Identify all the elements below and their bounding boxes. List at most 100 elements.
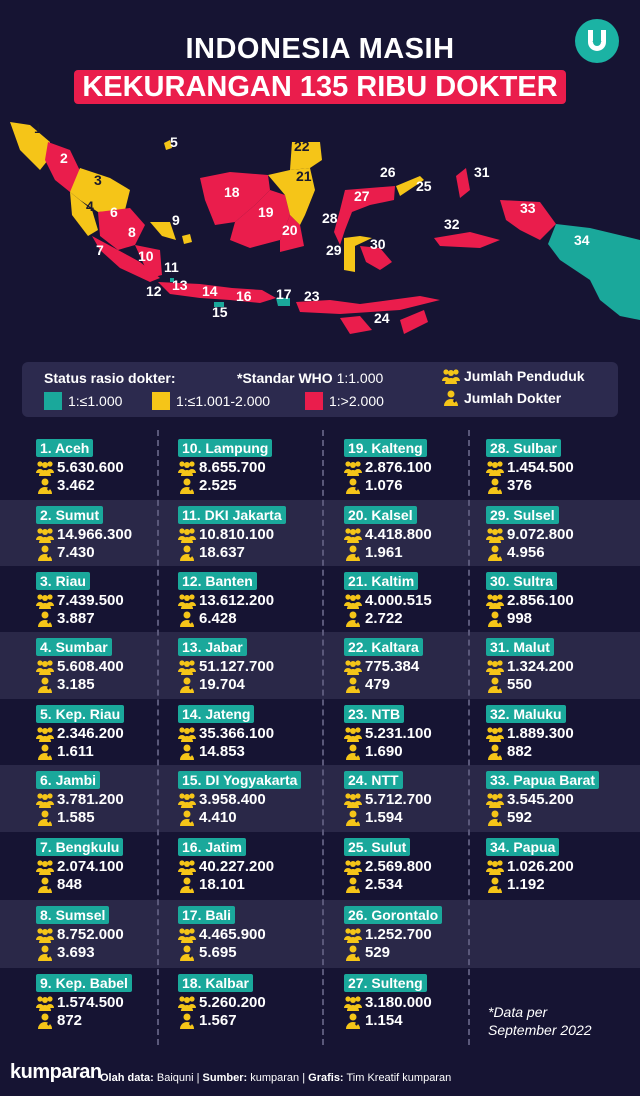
doctors-value: 7.430 <box>57 544 95 561</box>
who-standard-label: *Standar WHO <box>237 370 333 386</box>
population-stat: 1.324.200 <box>486 658 574 675</box>
map-label-16: 16 <box>236 288 252 304</box>
doctors-value: 376 <box>507 477 533 494</box>
population-value: 3.958.400 <box>199 791 266 808</box>
map-label-6: 6 <box>110 204 118 220</box>
province-card: 9. Kep. Babel 1.574.500 872 <box>36 974 132 1029</box>
province-name: 5. Kep. Riau <box>36 705 125 723</box>
doctors-stat: 1.611 <box>36 743 124 760</box>
doctors-value: 6.428 <box>199 610 237 627</box>
doctors-value: 18.637 <box>199 544 245 561</box>
map-label-34: 34 <box>574 232 590 248</box>
province-card: 28. Sulbar 1.454.500 376 <box>486 439 574 494</box>
doctors-value: 550 <box>507 676 533 693</box>
footer: kumparan Olah data: Baiquni | Sumber: ku… <box>0 1050 640 1096</box>
doctors-value: 2.722 <box>365 610 403 627</box>
doctors-value: 3.185 <box>57 676 95 693</box>
population-stat: 35.366.100 <box>178 725 274 742</box>
population-group-icon <box>178 659 196 675</box>
doctor-icon <box>344 677 362 693</box>
population-stat: 2.569.800 <box>344 858 432 875</box>
population-group-icon <box>486 659 504 675</box>
doctors-stat: 1.567 <box>178 1012 266 1029</box>
population-value: 775.384 <box>365 658 420 675</box>
doctors-value: 4.956 <box>507 544 545 561</box>
credits: Olah data: Baiquni | Sumber: kumparan | … <box>100 1072 451 1084</box>
doctor-icon <box>36 945 54 961</box>
population-group-icon <box>36 792 54 808</box>
doctors-value: 4.410 <box>199 809 237 826</box>
population-stat: 5.630.600 <box>36 459 124 476</box>
sumber-value: kumparan <box>250 1072 300 1084</box>
population-group-icon <box>344 927 362 943</box>
doctors-stat: 3.462 <box>36 477 124 494</box>
map-label-26: 26 <box>380 164 396 180</box>
population-stat: 14.966.300 <box>36 526 132 543</box>
province-card: 10. Lampung 8.655.700 2.525 <box>178 439 273 494</box>
doctor-icon <box>344 945 362 961</box>
map-label-5: 5 <box>170 134 178 150</box>
doctors-stat: 19.704 <box>178 676 274 693</box>
population-value: 1.324.200 <box>507 658 574 675</box>
province-card: 26. Gorontalo 1.252.700 529 <box>344 906 443 961</box>
population-value: 1.026.200 <box>507 858 574 875</box>
map-label-22: 22 <box>294 138 310 154</box>
population-stat: 13.612.200 <box>178 592 274 609</box>
province-card: 24. NTT 5.712.700 1.594 <box>344 771 432 826</box>
doctors-value: 1.961 <box>365 544 403 561</box>
province-name: 15. DI Yogyakarta <box>178 771 302 789</box>
province-card: 23. NTB 5.231.100 1.690 <box>344 705 432 760</box>
province-card: 4. Sumbar 5.608.400 3.185 <box>36 638 124 693</box>
doctors-stat: 848 <box>36 876 124 893</box>
note-line-1: *Data per <box>488 1004 548 1020</box>
doctor-icon <box>178 545 196 561</box>
province-name: 26. Gorontalo <box>344 906 443 924</box>
doctors-stat: 5.695 <box>178 944 266 961</box>
table-row: 7. Bengkulu 2.074.100 848 16. Jatim 40.227.2… <box>0 832 640 900</box>
map-label-13: 13 <box>172 277 188 293</box>
doctors-value: 529 <box>365 944 391 961</box>
population-group-icon <box>486 527 504 543</box>
population-stat: 1.889.300 <box>486 725 574 742</box>
population-group-icon <box>36 927 54 943</box>
map-label-19: 19 <box>258 204 274 220</box>
doctor-icon <box>178 877 196 893</box>
population-value: 1.454.500 <box>507 459 574 476</box>
map-shapes <box>10 122 640 334</box>
province-card: 21. Kaltim 4.000.515 2.722 <box>344 572 432 627</box>
doctors-stat: 592 <box>486 809 599 826</box>
population-group-icon <box>178 792 196 808</box>
map-label-23: 23 <box>304 288 320 304</box>
population-group-icon <box>178 927 196 943</box>
province-name: 23. NTB <box>344 705 405 723</box>
map-label-9: 9 <box>172 212 180 228</box>
doctors-value: 14.853 <box>199 743 245 760</box>
population-value: 3.781.200 <box>57 791 124 808</box>
map-label-18: 18 <box>224 184 240 200</box>
doctors-stat: 550 <box>486 676 574 693</box>
population-stat: 1.454.500 <box>486 459 574 476</box>
province-card: 18. Kalbar 5.260.200 1.567 <box>178 974 266 1029</box>
population-value: 4.418.800 <box>365 526 432 543</box>
legend: Status rasio dokter: *Standar WHO 1:1.00… <box>22 362 618 417</box>
doctor-icon <box>486 877 504 893</box>
province-name: 2. Sumut <box>36 506 104 524</box>
legend-label-high: 1:>2.000 <box>329 393 384 409</box>
province-name: 7. Bengkulu <box>36 838 124 856</box>
population-value: 35.366.100 <box>199 725 275 742</box>
province-card: 1. Aceh 5.630.600 3.462 <box>36 439 124 494</box>
map-label-28: 28 <box>322 210 338 226</box>
map-label-29: 29 <box>326 242 342 258</box>
doctor-icon <box>178 478 196 494</box>
map-label-31: 31 <box>474 164 490 180</box>
doctor-icon <box>36 611 54 627</box>
indonesia-map: 1 2 3 4 5 6 7 8 9 10 11 12 13 14 15 16 17 18 19 20 21 22 23 24 2… <box>0 110 640 350</box>
province-card: 22. Kaltara 775.384 479 <box>344 638 423 693</box>
population-value: 4.000.515 <box>365 592 432 609</box>
population-stat: 7.439.500 <box>36 592 124 609</box>
population-group-icon <box>344 659 362 675</box>
province-name: 28. Sulbar <box>486 439 561 457</box>
separator: | <box>302 1072 306 1084</box>
doctors-stat: 4.410 <box>178 809 301 826</box>
doctors-value: 848 <box>57 876 83 893</box>
